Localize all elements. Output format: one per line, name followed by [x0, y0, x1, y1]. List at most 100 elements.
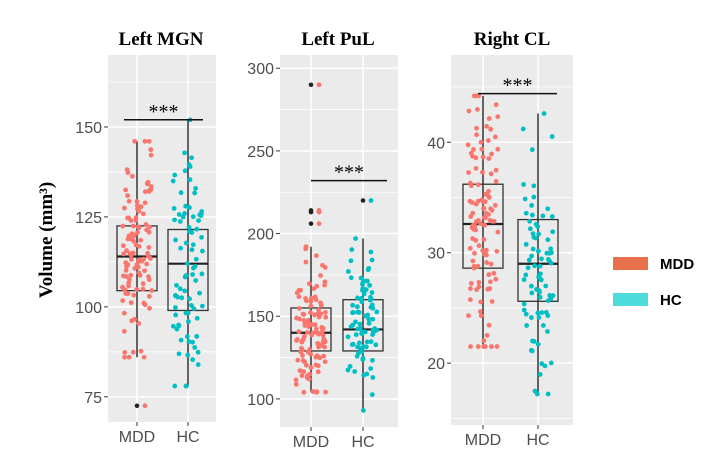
jitter-point-mdd [148, 147, 154, 153]
jitter-point-hc [368, 249, 374, 255]
jitter-point-hc [173, 293, 178, 299]
jitter-point-mdd [468, 281, 474, 286]
jitter-point-mdd [484, 123, 490, 129]
jitter-point-hc [535, 341, 541, 347]
jitter-point-mdd [322, 279, 328, 285]
jitter-point-hc [364, 371, 370, 377]
jitter-point-hc [186, 224, 192, 230]
jitter-point-mdd [308, 303, 314, 309]
jitter-point-mdd [128, 218, 134, 223]
jitter-point-mdd [318, 303, 324, 308]
jitter-point-mdd [122, 354, 127, 360]
jitter-point-mdd [299, 338, 305, 344]
jitter-point-mdd [309, 322, 314, 327]
jitter-point-hc [547, 293, 553, 298]
jitter-point-mdd [144, 227, 150, 233]
jitter-point-mdd [307, 281, 312, 287]
jitter-point-hc [540, 213, 546, 219]
jitter-point-hc [354, 353, 360, 359]
jitter-point-mdd [466, 170, 472, 175]
jitter-point-hc [368, 366, 374, 371]
jitter-point-mdd [310, 330, 316, 336]
x-tick-label: MDD [293, 434, 329, 451]
jitter-point-hc [180, 214, 186, 220]
jitter-point-hc [531, 183, 537, 189]
y-tick-label: 100 [75, 300, 102, 317]
jitter-point-mdd [305, 330, 310, 335]
jitter-point-hc [547, 250, 553, 256]
jitter-point-mdd [489, 218, 495, 224]
jitter-point-hc [178, 190, 184, 196]
jitter-point-hc [530, 246, 536, 252]
jitter-point-mdd [322, 339, 328, 345]
jitter-point-hc [178, 337, 184, 343]
jitter-point-mdd [493, 167, 499, 173]
jitter-point-hc [362, 329, 368, 335]
box-hc [167, 228, 209, 312]
jitter-point-mdd [124, 167, 130, 173]
jitter-point-mdd [318, 273, 323, 278]
jitter-point-hc [548, 246, 554, 252]
jitter-point-mdd [300, 311, 306, 317]
jitter-point-mdd [143, 222, 149, 227]
jitter-point-mdd [465, 142, 471, 148]
jitter-point-hc [195, 362, 201, 368]
jitter-point-mdd [475, 182, 481, 188]
jitter-point-mdd [475, 263, 481, 269]
y-axis-label: Volume (mm³) [36, 182, 57, 298]
y-tick-label: 125 [75, 210, 102, 227]
jitter-point-mdd [482, 252, 488, 258]
jitter-point-hc [529, 315, 534, 320]
jitter-point-hc [185, 352, 191, 358]
jitter-point-mdd [319, 325, 325, 330]
jitter-point-hc [529, 147, 535, 153]
jitter-point-hc [193, 186, 199, 191]
jitter-point-mdd [145, 250, 151, 256]
jitter-point-hc [361, 291, 367, 297]
jitter-point-hc [523, 311, 529, 317]
jitter-point-hc [530, 231, 536, 237]
panel-left-mgn: 75 100 125 150 Left MGN MDD HC *** [75, 29, 216, 446]
jitter-point-hc [357, 321, 363, 327]
jitter-point-mdd [314, 283, 320, 289]
jitter-point-mdd [299, 373, 305, 379]
jitter-point-hc [369, 290, 375, 295]
jitter-point-hc [352, 369, 358, 374]
jitter-point-hc [537, 294, 543, 300]
jitter-point-mdd [126, 198, 132, 204]
jitter-point-hc [189, 247, 195, 253]
jitter-point-hc [366, 316, 372, 322]
jitter-point-mdd [481, 344, 487, 349]
outlier-point [360, 198, 366, 203]
jitter-point-hc [355, 295, 360, 301]
jitter-point-hc [359, 287, 365, 293]
jitter-point-hc [525, 265, 531, 271]
jitter-point-mdd [488, 206, 494, 212]
jitter-point-mdd [486, 272, 492, 278]
jitter-point-hc [521, 307, 527, 313]
jitter-point-mdd [488, 261, 494, 267]
jitter-point-mdd [494, 248, 500, 254]
jitter-point-mdd [493, 179, 499, 184]
jitter-point-mdd [131, 233, 137, 239]
jitter-point-hc [541, 111, 547, 116]
panel-right-cl: 20 30 40 Right CL MDD HC *** [427, 29, 573, 449]
jitter-point-hc [529, 283, 534, 289]
jitter-point-mdd [469, 200, 475, 205]
jitter-point-hc [176, 351, 182, 357]
jitter-point-mdd [304, 298, 309, 304]
jitter-point-mdd [308, 310, 313, 315]
jitter-point-hc [359, 299, 365, 305]
jitter-point-mdd [479, 146, 485, 152]
jitter-point-hc [182, 288, 188, 294]
jitter-point-mdd [467, 297, 473, 303]
jitter-point-mdd [484, 332, 490, 338]
jitter-point-hc [374, 327, 380, 333]
panel-title: Left MGN [119, 29, 204, 50]
jitter-point-mdd [323, 389, 328, 395]
jitter-point-mdd [122, 349, 128, 355]
significance-label: *** [149, 101, 179, 123]
jitter-point-hc [545, 313, 551, 319]
jitter-point-hc [348, 324, 354, 329]
